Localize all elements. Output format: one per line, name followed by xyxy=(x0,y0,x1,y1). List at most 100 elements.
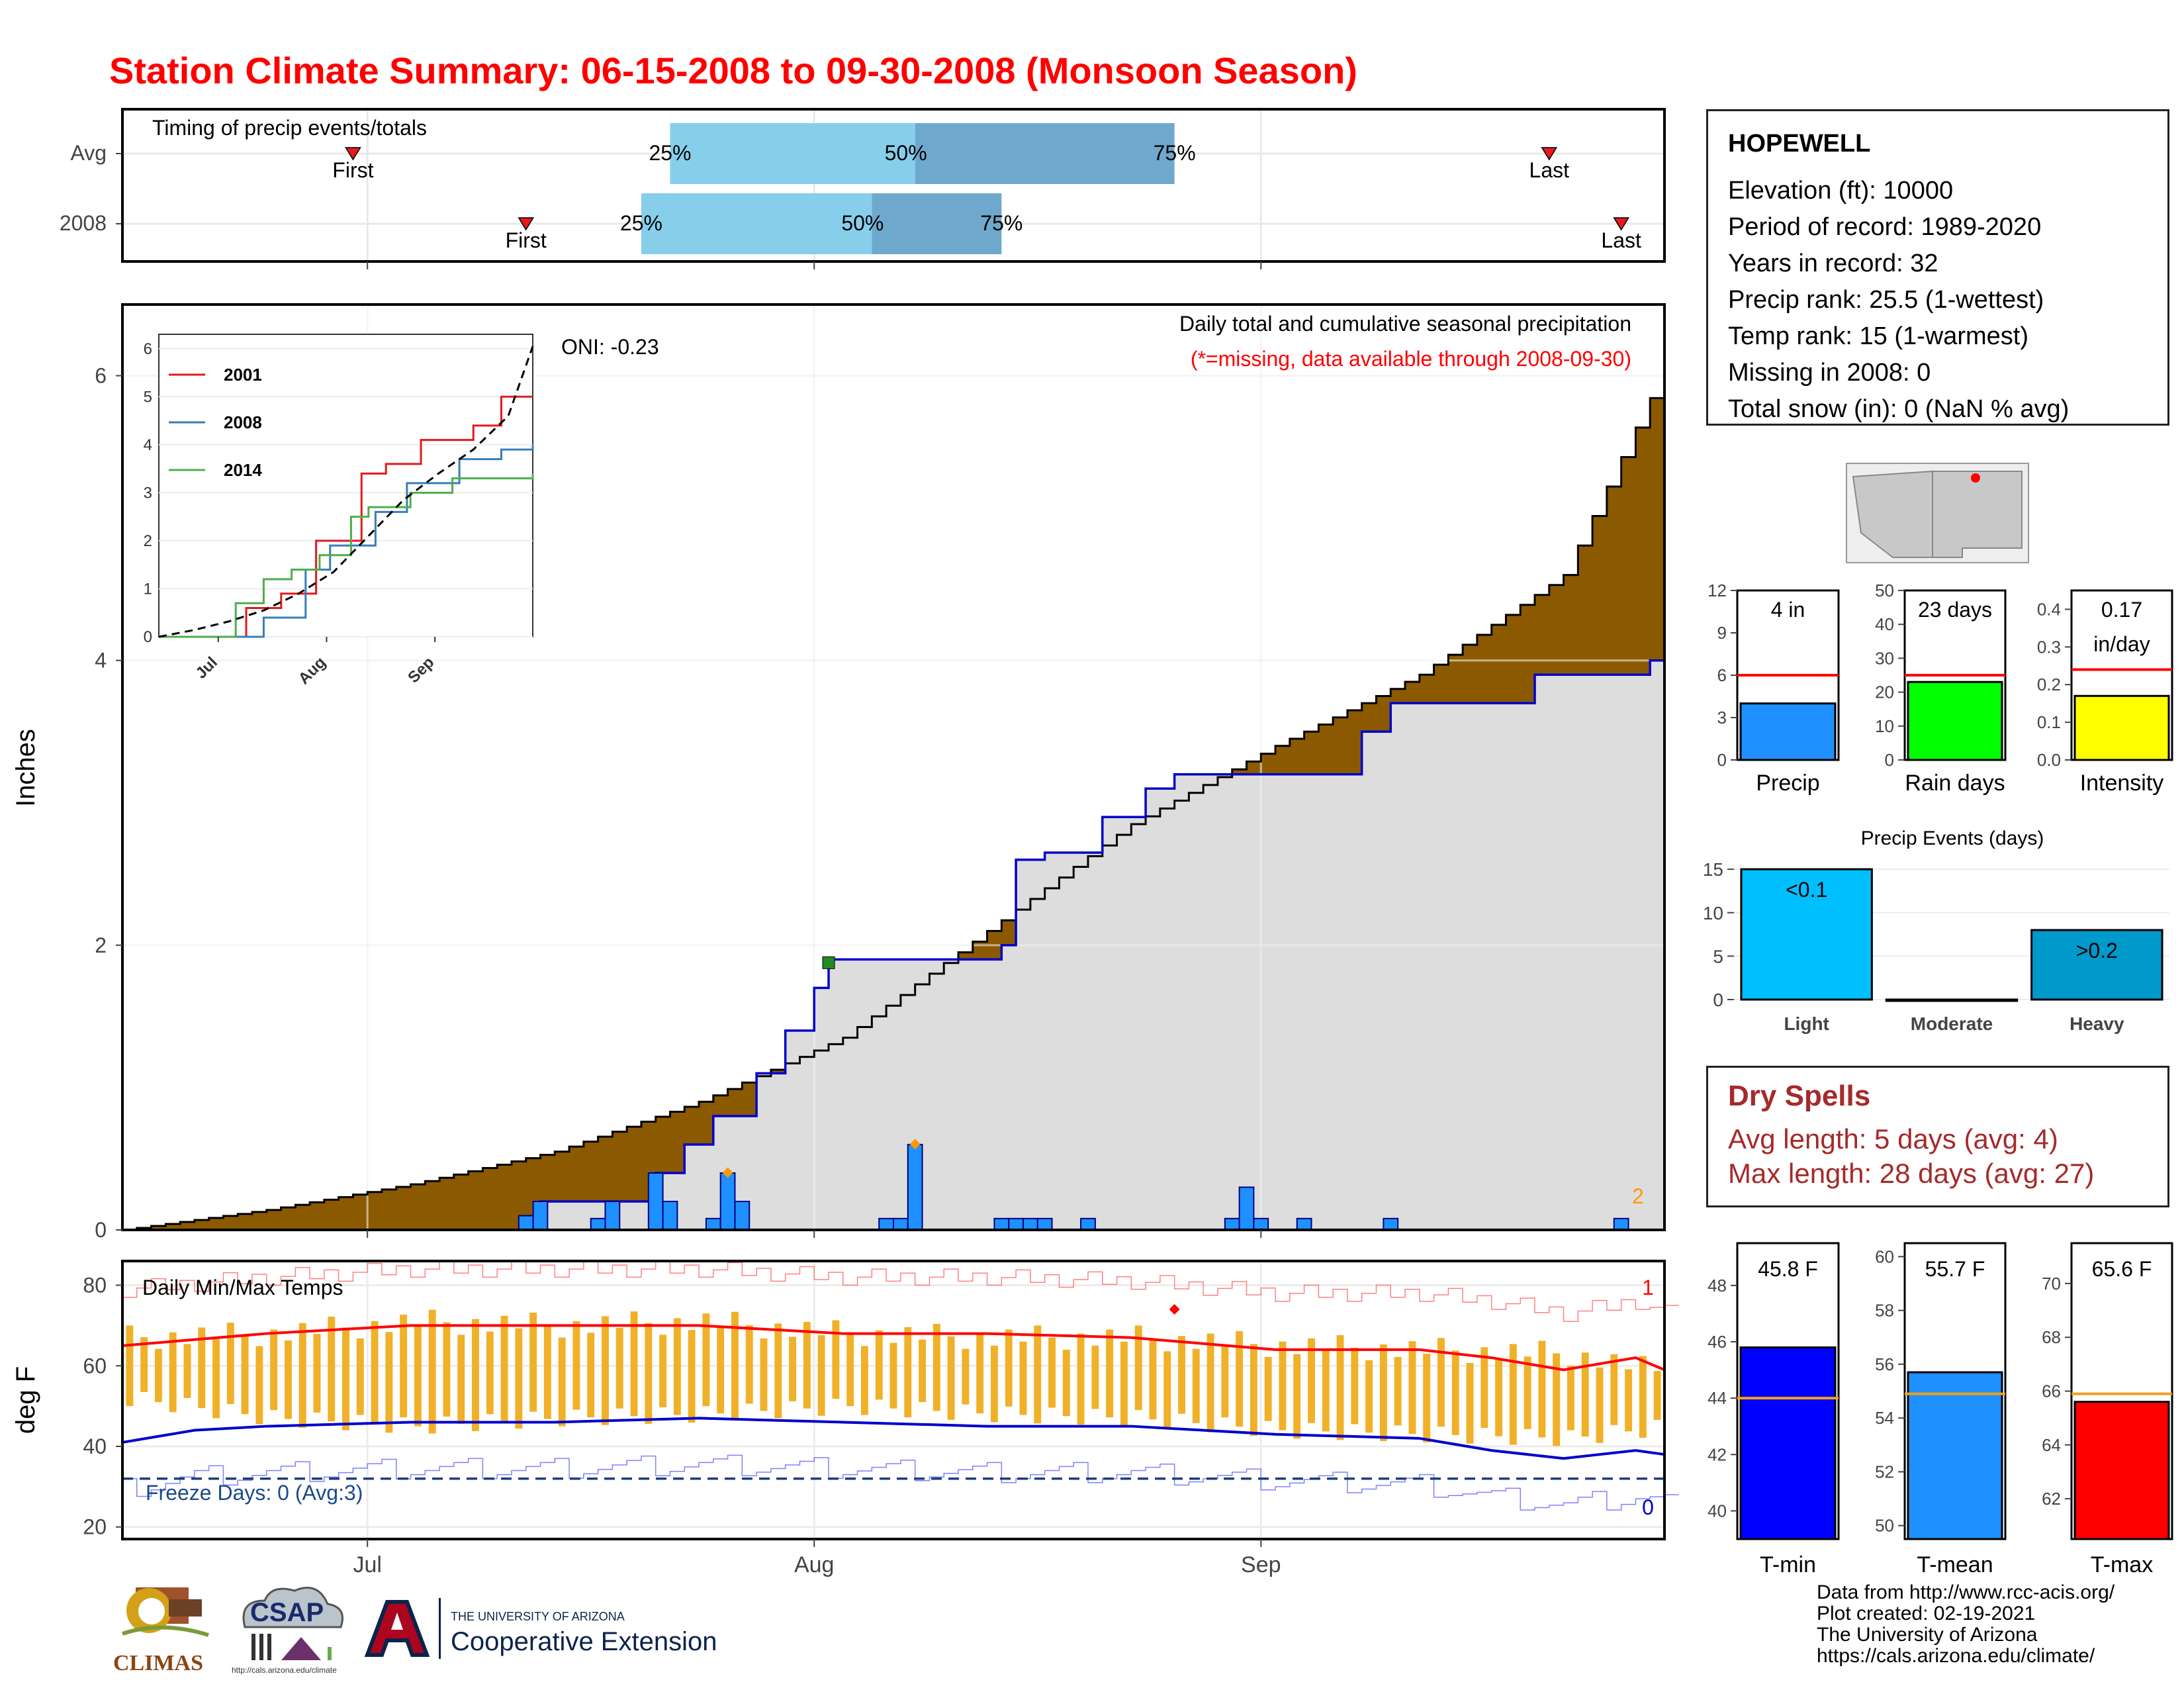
daily-precip-bar xyxy=(993,1217,1010,1231)
summary-bar-value xyxy=(1739,702,1837,761)
summary-bar-value xyxy=(1907,680,2003,761)
summary-y-tick-label: 0.1 xyxy=(2037,712,2061,732)
csap-logo-url: http://cals.arizona.edu/climate xyxy=(232,1665,337,1675)
dry-spells-line: Avg length: 5 days (avg: 4) xyxy=(1728,1123,2058,1154)
daily-temp-bar xyxy=(428,1309,436,1434)
temp-summary-value xyxy=(1739,1346,1837,1540)
daily-temp-bar xyxy=(846,1333,854,1407)
daily-temp-bar xyxy=(284,1340,292,1419)
precip-subtitle: Daily total and cumulative seasonal prec… xyxy=(1179,312,1631,336)
temp-summary-text: 65.6 F xyxy=(2092,1257,2152,1281)
summary-bar-label: Intensity xyxy=(2080,771,2164,796)
cumulative-2008-area xyxy=(122,660,1664,1230)
credit-line: Data from http://www.rcc-acis.org/ xyxy=(1817,1581,2115,1603)
timing-q50-label: 50% xyxy=(885,141,927,165)
daily-temp-bar xyxy=(1495,1360,1503,1436)
events-category-label: Moderate xyxy=(1911,1013,1993,1034)
inset-y-tick-label: 1 xyxy=(144,580,152,598)
daily-temp-bar xyxy=(1538,1340,1546,1438)
daily-temp-bar xyxy=(673,1318,681,1415)
timing-q25-label: 25% xyxy=(620,211,662,235)
daily-temp-bar xyxy=(572,1321,580,1410)
cumulative-2008-line xyxy=(122,659,1664,1231)
temp-summary-y-tick-label: 46 xyxy=(1707,1332,1727,1352)
daily-temp-bar xyxy=(1653,1371,1661,1420)
summary-y-tick-label: 0.2 xyxy=(2037,675,2061,694)
daily-temp-bar xyxy=(760,1338,768,1411)
events-y-tick-label: 15 xyxy=(1703,859,1723,880)
daily-temp-bar xyxy=(169,1332,177,1413)
record-max-line xyxy=(122,1260,1679,1323)
events-bar xyxy=(1740,868,1873,1001)
precip-y-tick-label: 4 xyxy=(95,649,107,673)
daily-temp-bar xyxy=(832,1320,840,1399)
daily-temp-bar xyxy=(774,1323,782,1419)
summary-y-tick-label: 9 xyxy=(1717,623,1727,643)
daily-temp-bar xyxy=(472,1319,479,1431)
events-bar xyxy=(2030,929,2163,1001)
events-bar-label: <0.1 xyxy=(1786,878,1827,902)
daily-temp-bar xyxy=(1639,1356,1647,1438)
daily-temp-bar xyxy=(1322,1350,1330,1432)
events-title: Precip Events (days) xyxy=(1861,827,2044,849)
summary-bar-value xyxy=(2073,694,2170,761)
dry-spells-title: Dry Spells xyxy=(1728,1080,1871,1112)
summary-y-tick-label: 10 xyxy=(1875,716,1894,736)
events-y-tick-label: 0 xyxy=(1713,990,1723,1010)
cumulative-avg-line xyxy=(122,368,1666,1231)
timing-q75-label: 75% xyxy=(1154,141,1196,165)
daily-temp-bar xyxy=(803,1321,811,1409)
daily-temp-bar xyxy=(1596,1367,1604,1443)
daily-temp-bar xyxy=(1524,1356,1531,1429)
inset-legend-label: 2008 xyxy=(224,412,262,432)
summary-y-tick-label: 0 xyxy=(1885,750,1894,770)
new-mexico-shape xyxy=(1932,471,2023,558)
temp-summary-value xyxy=(2073,1401,2170,1540)
temp-summary-y-tick-label: 60 xyxy=(1875,1246,1894,1266)
freeze-days-label: Freeze Days: 0 (Avg:3) xyxy=(146,1481,363,1505)
dry-spells-line: Max length: 28 days (avg: 27) xyxy=(1728,1158,2095,1189)
oni-label: ONI: -0.23 xyxy=(561,335,659,359)
daily-temp-bar xyxy=(1379,1344,1387,1442)
daily-temp-bar xyxy=(615,1328,623,1409)
daily-temp-bar xyxy=(1351,1347,1359,1425)
csap-logo: CSAP http://cals.arizona.edu/climate xyxy=(232,1581,351,1680)
temp-summary-y-tick-label: 50 xyxy=(1875,1516,1894,1536)
daily-temp-bar xyxy=(1005,1329,1013,1407)
daily-temp-bar xyxy=(1034,1325,1042,1424)
daily-precip-bar xyxy=(1036,1217,1053,1231)
ua-logo: THE UNIVERSITY OF ARIZONA Cooperative Ex… xyxy=(361,1595,758,1668)
precip-panel-frame xyxy=(121,303,1666,1231)
temp-summary-y-tick-label: 42 xyxy=(1707,1444,1727,1464)
inset-y-tick-label: 2 xyxy=(144,532,152,550)
daily-precip-bar xyxy=(1296,1217,1312,1231)
daily-precip-bar xyxy=(604,1200,621,1231)
daily-temp-bar xyxy=(1206,1333,1214,1432)
temp-summary-label: T-min xyxy=(1760,1552,1816,1577)
inset-legend-label: 2014 xyxy=(224,460,262,480)
daily-precip-bar xyxy=(878,1217,894,1231)
credit-line: Plot created: 02-19-2021 xyxy=(1817,1603,2036,1624)
daily-temp-bar xyxy=(1120,1341,1128,1426)
crossover-marker xyxy=(822,956,835,969)
temp-y-tick-label: 20 xyxy=(83,1515,107,1539)
daily-temp-bar xyxy=(443,1322,451,1417)
daily-temp-bar xyxy=(140,1337,148,1392)
temp-summary-label: T-mean xyxy=(1917,1552,1993,1577)
ua-logo-line1: THE UNIVERSITY OF ARIZONA xyxy=(451,1610,625,1623)
daily-temp-bar xyxy=(1178,1336,1185,1414)
timing-last-marker xyxy=(1613,217,1630,231)
summary-y-tick-label: 20 xyxy=(1875,682,1894,702)
daily-temp-bar xyxy=(385,1332,393,1433)
daily-temp-bar xyxy=(270,1329,278,1411)
station-line: Missing in 2008: 0 xyxy=(1728,359,1931,387)
timing-last-marker xyxy=(1541,147,1558,161)
summary-y-tick-label: 6 xyxy=(1717,665,1727,685)
daily-temp-bar xyxy=(126,1325,134,1407)
daily-temp-bar xyxy=(356,1338,364,1415)
daily-temp-bar xyxy=(328,1317,336,1422)
timing-panel-frame xyxy=(121,108,1666,263)
daily-precip-bar xyxy=(1253,1217,1269,1231)
daily-temp-bar xyxy=(659,1335,667,1407)
